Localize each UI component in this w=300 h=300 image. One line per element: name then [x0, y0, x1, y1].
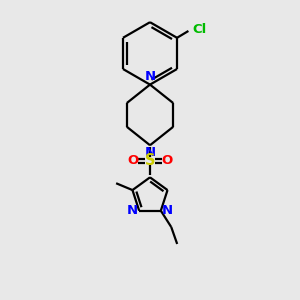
Text: N: N — [162, 204, 173, 217]
Text: Cl: Cl — [192, 23, 206, 36]
Text: N: N — [127, 204, 138, 217]
Text: N: N — [144, 70, 156, 83]
Text: O: O — [162, 154, 173, 167]
Text: S: S — [145, 153, 155, 168]
Text: N: N — [144, 146, 156, 159]
Text: O: O — [127, 154, 138, 167]
